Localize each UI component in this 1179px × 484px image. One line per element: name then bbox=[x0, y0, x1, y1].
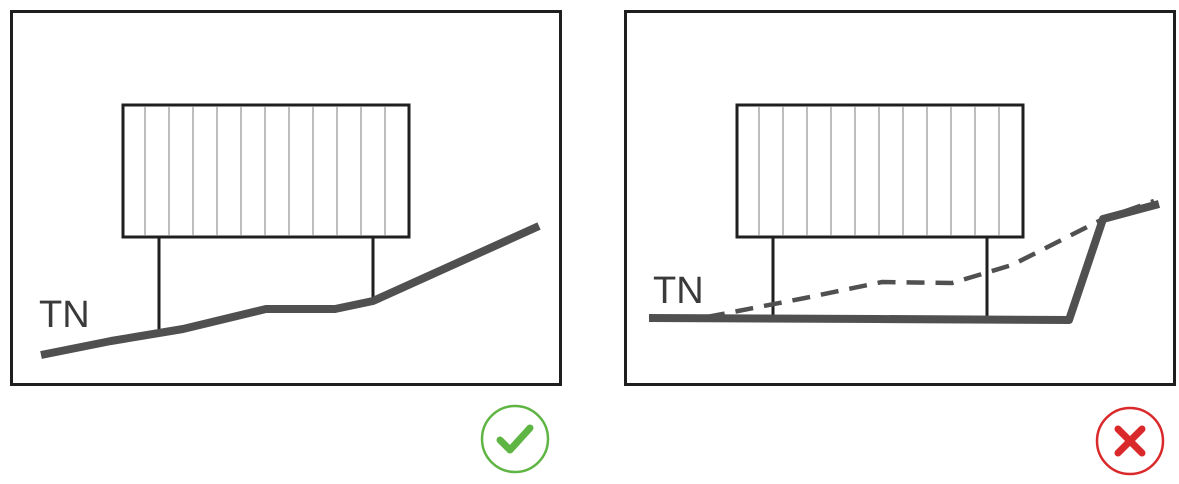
terrain-natural-label: TN bbox=[653, 270, 704, 312]
building bbox=[121, 103, 411, 239]
building-supports bbox=[157, 237, 375, 331]
correct-example-drawing bbox=[40, 103, 541, 359]
correct-example-panel: TN bbox=[10, 10, 562, 386]
incorrect-example-panel: TN bbox=[624, 10, 1176, 386]
terrain-natural-label: TN bbox=[39, 294, 90, 336]
levelled-terrain-line bbox=[648, 200, 1161, 324]
building bbox=[735, 103, 1025, 239]
check-icon bbox=[480, 404, 550, 474]
incorrect-example-drawing bbox=[648, 103, 1161, 324]
natural-terrain-line bbox=[40, 222, 541, 359]
building-supports bbox=[771, 237, 989, 319]
cross-icon bbox=[1095, 406, 1165, 476]
